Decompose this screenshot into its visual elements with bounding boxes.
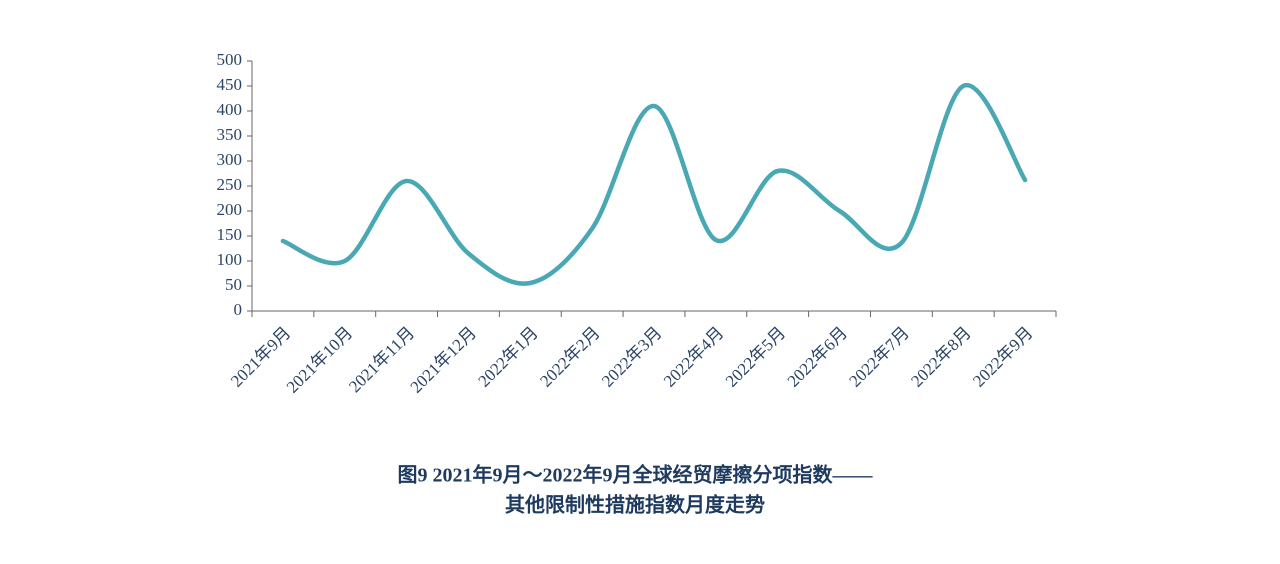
- x-tick-label: 2022年3月: [598, 323, 666, 391]
- y-tick-label: 300: [217, 150, 243, 169]
- x-tick-label: 2022年2月: [536, 323, 604, 391]
- x-tick-label: 2022年8月: [907, 323, 975, 391]
- y-tick-label: 100: [217, 250, 243, 269]
- y-tick-label: 500: [217, 50, 243, 69]
- x-tick-label: 2022年7月: [845, 323, 913, 391]
- x-tick-label: 2021年10月: [283, 323, 357, 397]
- x-tick-label: 2021年12月: [407, 323, 481, 397]
- x-tick-label: 2022年9月: [969, 323, 1037, 391]
- y-tick-label: 150: [217, 225, 243, 244]
- chart-title: 图9 2021年9月～2022年9月全球经贸摩擦分项指数——: [398, 463, 874, 487]
- x-tick-label: 2022年6月: [784, 323, 852, 391]
- y-tick-label: 200: [217, 200, 243, 219]
- y-tick-label: 0: [234, 300, 243, 319]
- x-tick-label: 2022年5月: [722, 323, 790, 391]
- line-series: [280, 83, 1028, 286]
- y-tick-label: 450: [217, 75, 243, 94]
- y-tick-label: 50: [225, 275, 242, 294]
- chart-title: 其他限制性措施指数月度走势: [505, 493, 765, 517]
- x-tick-label: 2022年4月: [660, 323, 728, 391]
- y-tick-label: 250: [217, 175, 243, 194]
- y-tick-label: 400: [217, 100, 243, 119]
- y-tick-label: 350: [217, 125, 243, 144]
- x-tick-label: 2022年1月: [474, 323, 542, 391]
